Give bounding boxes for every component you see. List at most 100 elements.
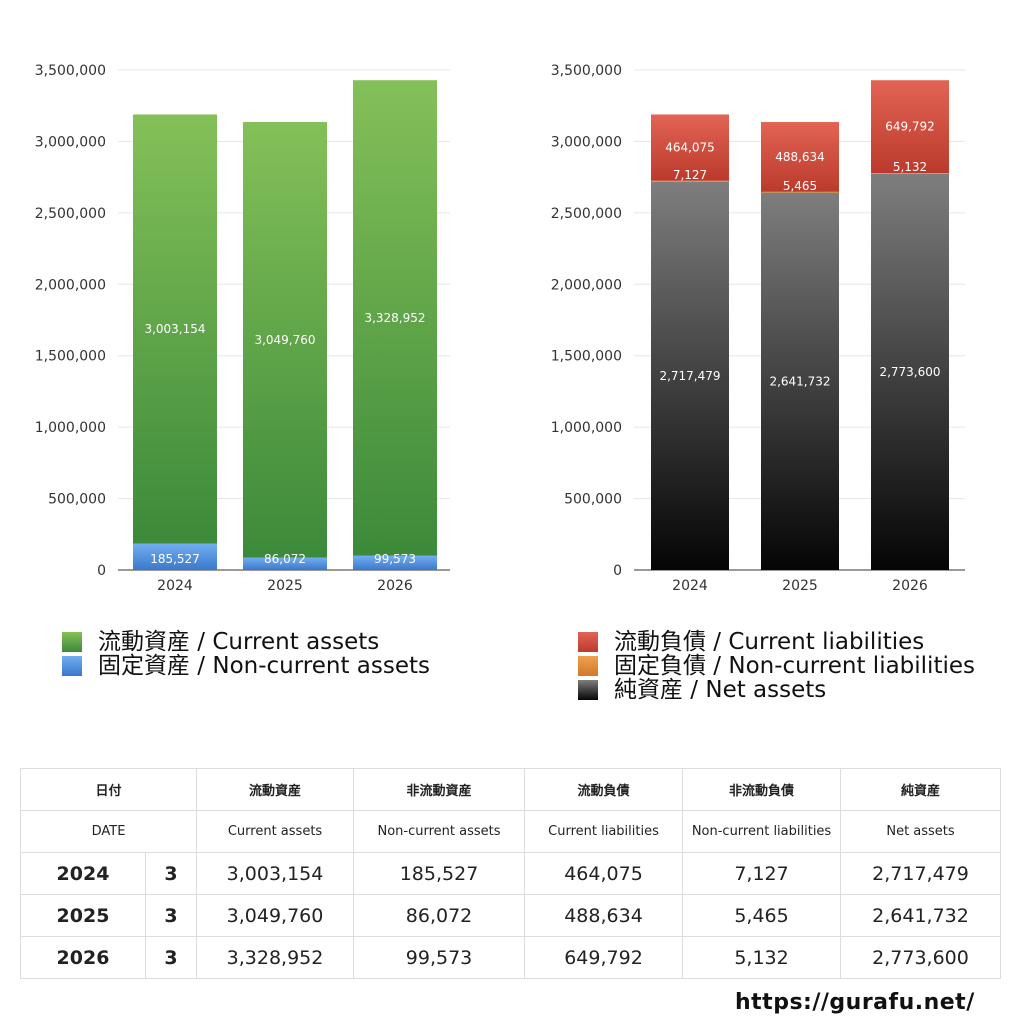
header-cell: Current liabilities <box>524 810 684 853</box>
header-cell: 日付 <box>19 768 198 811</box>
y-tick-label: 2,000,000 <box>551 277 622 293</box>
header-cell: 非流動負債 <box>682 768 842 811</box>
legend-item: 固定負債 / Non-current liabilities <box>578 654 975 678</box>
y-tick-label: 3,500,000 <box>551 63 622 79</box>
bar-segment <box>761 191 839 193</box>
legend-swatch <box>578 656 598 676</box>
bar-segment <box>243 557 327 570</box>
value-cell: 3,003,154 <box>196 852 355 895</box>
year-cell: 2024 <box>20 852 146 895</box>
x-tick-label: 2025 <box>267 578 303 594</box>
legend-swatch <box>578 680 598 700</box>
data-label: 5,132 <box>893 160 927 174</box>
legend-label: 固定負債 / Non-current liabilities <box>614 653 975 679</box>
legend-label: 流動負債 / Current liabilities <box>614 629 925 655</box>
legend-item: 流動資産 / Current assets <box>62 630 430 654</box>
legend-label: 固定資産 / Non-current assets <box>98 653 431 679</box>
bar-segment <box>761 192 839 570</box>
y-tick-label: 1,000,000 <box>35 420 106 436</box>
liabilities-legend: 流動負債 / Current liabilities 固定負債 / Non-cu… <box>578 630 975 702</box>
legend-swatch <box>62 656 82 676</box>
bar-segment <box>761 122 839 192</box>
liabilities-chart: 0 500,000 1,000,000 1,500,000 2,000,000 2,500… <box>551 63 965 594</box>
y-tick-label: 3,000,000 <box>551 134 622 150</box>
value-cell: 3,049,760 <box>196 894 355 937</box>
month-cell: 3 <box>144 936 198 979</box>
legend-item: 流動負債 / Current liabilities <box>578 630 975 654</box>
legend-swatch <box>62 632 82 652</box>
bar-segment <box>871 80 949 174</box>
bar-segment <box>353 555 437 570</box>
value-cell: 2,773,600 <box>840 936 1002 979</box>
data-label: 7,127 <box>673 168 707 182</box>
table-row: 2024 3 3,003,154 185,527 464,075 7,127 2… <box>20 852 1002 895</box>
value-cell: 185,527 <box>353 852 526 895</box>
bar-segment <box>133 543 217 570</box>
value-cell: 2,641,732 <box>840 894 1002 937</box>
y-tick-label: 500,000 <box>48 492 106 508</box>
y-tick-label: 1,500,000 <box>551 349 622 365</box>
y-tick-label: 1,000,000 <box>551 420 622 436</box>
bar-segment <box>243 122 327 558</box>
bar-segment <box>651 114 729 181</box>
header-cell: 流動負債 <box>524 768 684 811</box>
header-cell: Current assets <box>196 810 355 853</box>
legend-label: 純資産 / Net assets <box>614 677 827 703</box>
data-label: 2,773,600 <box>879 365 940 379</box>
x-tick-label: 2025 <box>782 578 818 594</box>
value-cell: 99,573 <box>353 936 526 979</box>
legend-swatch <box>578 632 598 652</box>
table-row: 2025 3 3,049,760 86,072 488,634 5,465 2,… <box>20 894 1002 937</box>
table-header-row-en: DATE Current assets Non-current assets C… <box>19 810 1002 853</box>
y-tick-label: 0 <box>613 563 622 579</box>
y-tick-label: 2,500,000 <box>551 206 622 222</box>
header-cell: Non-current liabilities <box>682 810 842 853</box>
value-cell: 649,792 <box>524 936 684 979</box>
data-label: 464,075 <box>665 141 715 155</box>
assets-legend: 流動資産 / Current assets 固定資産 / Non-current… <box>62 630 430 678</box>
bar-segment <box>871 173 949 174</box>
financial-table: 日付 流動資産 非流動資産 流動負債 非流動負債 純資産 DATE Curren… <box>19 768 1002 979</box>
data-label: 649,792 <box>885 120 935 134</box>
legend-label: 流動資産 / Current assets <box>98 629 380 655</box>
data-label: 2,641,732 <box>769 374 830 388</box>
data-label: 99,573 <box>374 552 416 566</box>
data-label: 5,465 <box>783 179 817 193</box>
header-cell: DATE <box>19 810 198 853</box>
y-tick-label: 1,500,000 <box>35 349 106 365</box>
table-row: 2026 3 3,328,952 99,573 649,792 5,132 2,… <box>20 936 1002 979</box>
charts-canvas: 0 500,000 1,000,000 1,500,000 2,000,000 2,500… <box>35 63 965 594</box>
value-cell: 2,717,479 <box>840 852 1002 895</box>
legend-item: 純資産 / Net assets <box>578 678 975 702</box>
y-tick-label: 3,500,000 <box>35 63 106 79</box>
data-label: 185,527 <box>150 552 200 566</box>
bar-segment <box>651 180 729 182</box>
y-tick-label: 0 <box>97 563 106 579</box>
header-cell: Net assets <box>840 810 1002 853</box>
value-cell: 5,465 <box>682 894 842 937</box>
value-cell: 488,634 <box>524 894 684 937</box>
value-cell: 464,075 <box>524 852 684 895</box>
data-label: 3,328,952 <box>364 311 425 325</box>
data-label: 86,072 <box>264 552 306 566</box>
x-tick-label: 2026 <box>892 578 928 594</box>
y-tick-label: 3,000,000 <box>35 134 106 150</box>
data-label: 3,003,154 <box>144 322 205 336</box>
header-cell: Non-current assets <box>353 810 526 853</box>
y-tick-label: 2,000,000 <box>35 277 106 293</box>
month-cell: 3 <box>144 852 198 895</box>
data-label: 488,634 <box>775 150 825 164</box>
x-tick-label: 2026 <box>377 578 413 594</box>
bar-segment <box>133 114 217 544</box>
month-cell: 3 <box>144 894 198 937</box>
header-cell: 純資産 <box>840 768 1002 811</box>
data-label: 3,049,760 <box>254 333 315 347</box>
header-cell: 流動資産 <box>196 768 355 811</box>
bar-segment <box>651 181 729 571</box>
table-header-row: 日付 流動資産 非流動資産 流動負債 非流動負債 純資産 <box>19 768 1002 811</box>
assets-chart: 0 500,000 1,000,000 1,500,000 2,000,000 2,500… <box>35 63 450 594</box>
site-url: https://gurafu.net/ <box>735 990 975 1015</box>
bar-segment <box>871 173 949 570</box>
y-tick-label: 500,000 <box>564 492 622 508</box>
bar-segment <box>353 80 437 556</box>
